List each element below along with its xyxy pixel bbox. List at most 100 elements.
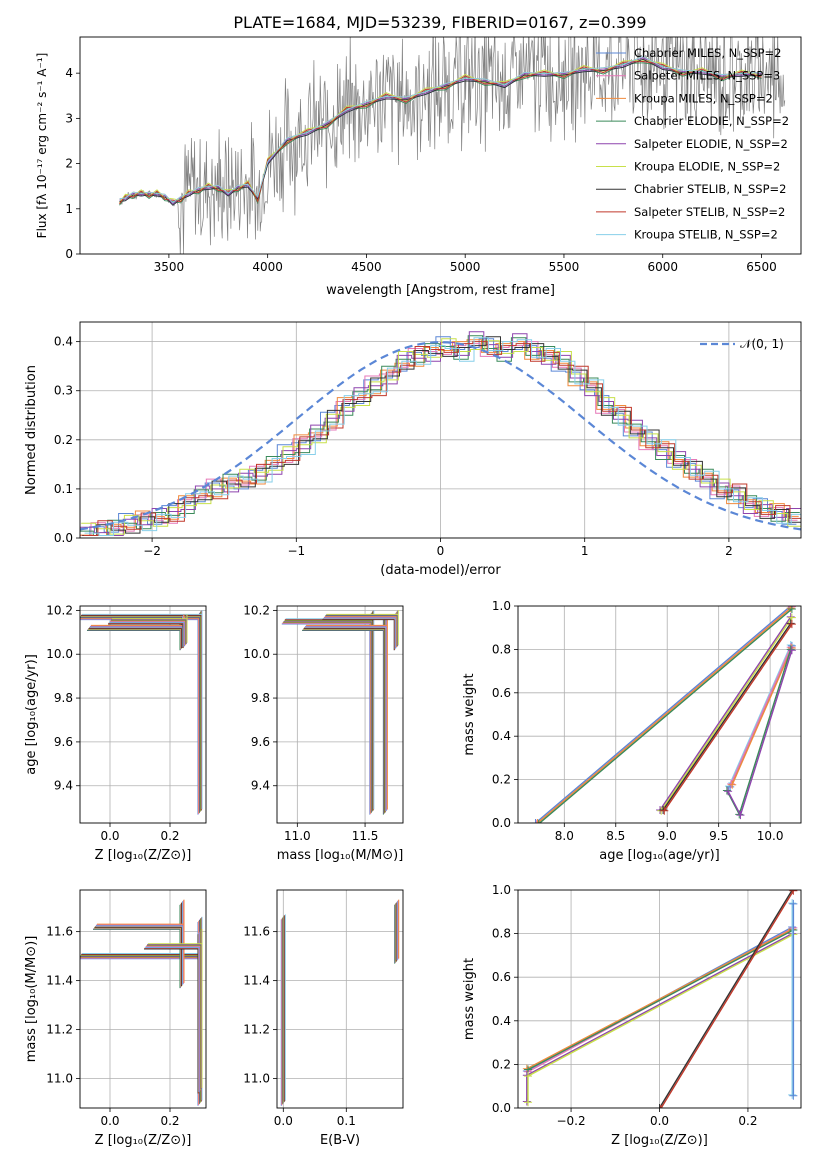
mass-weight-vs-age-y-label: mass weight [462,673,477,755]
mass-weight-line [659,616,792,811]
age-vs-Z-y-tick-label: 9.6 [54,735,73,749]
residuals-axes: −2 −1 0 1 2 0.0 0.1 0.2 0.3 0.4 (data-model)/error… [24,321,802,578]
spectrum-y-tick-label: 3 [65,111,73,125]
spectrum-x-tick-label: 5000 [450,260,481,274]
spectrum-axes: 3500 4000 4500 5000 5500 6000 6500 0 1 2 3 4 wavelen… [35,36,802,298]
age-vs-mass-x-tick-label: 11.5 [352,829,379,843]
residuals-y-tick-label: 0.0 [54,531,73,545]
mass-weight-marker [722,786,731,795]
mass-weight-vs-age-y-tick-label: 1.0 [492,599,511,613]
mass-weight-vs-Z-x-tick-label: 0.0 [650,1114,669,1128]
age-vs-Z-x-tick-label: 0.0 [100,829,119,843]
mass-vs-Z-x-label: Z [log₁₀(Z/Z⊙)] [95,1133,192,1148]
model-spectrum-line [119,55,762,204]
residuals-x-tick-label: −1 [287,544,305,558]
spectrum-plot-area [119,37,786,254]
mass-weight-vs-age-x-tick-label: 9.0 [658,829,677,843]
mass-weight-line [527,929,794,1071]
mass-weight-marker [727,779,736,788]
mass-weight-line [662,623,792,811]
residual-histogram-step [83,341,801,536]
mass-weight-vs-age-axes: 8.0 8.5 9.0 9.5 10.0 0.0 0.2 0.4 0.6 0.8 1.0 age [l… [462,599,802,863]
legend-entry-label: Kroupa ELODIE, N_SSP=2 [634,160,780,174]
age-vs-mass-y-tick-label: 9.6 [251,735,270,749]
legend-entry-label: Kroupa MILES, N_SSP=2 [634,91,773,105]
residuals-y-tick-label: 0.3 [54,384,73,398]
mass-weight-marker [787,646,796,655]
mass-weight-line [660,617,793,812]
mass-weight-marker [524,1098,533,1107]
legend-entry-label: Chabrier STELIB, N_SSP=2 [634,182,786,196]
spectrum-x-label: wavelength [Angstrom, rest frame] [326,283,555,298]
mass-weight-marker [522,1097,531,1106]
mass-vs-Z-frame [79,889,207,1109]
model-spectrum-line [119,58,762,206]
residuals-x-tick-label: 1 [581,544,589,558]
residuals-y-tick-label: 0.1 [54,482,73,496]
mass-weight-marker [728,780,737,789]
mass-vs-ebv-y-tick-label: 11.4 [243,974,270,988]
mass-vs-ebv-x-tick-label: 0.0 [274,1114,293,1128]
mass-weight-vs-age-frame [517,605,802,824]
mass-weight-vs-age-y-tick-label: 0.8 [492,642,511,656]
mass-weight-vs-Z-y-label: mass weight [462,958,477,1040]
mass-weight-vs-age-y-tick-label: 0.4 [492,729,511,743]
mass-weight-marker [531,819,540,823]
mass-weight-vs-Z-y-tick-label: 1.0 [492,883,511,897]
mass-weight-vs-age-y-tick-label: 0.2 [492,773,511,787]
spectrum-x-tick-label: 6500 [746,260,777,274]
age-vs-mass-y-tick-label: 9.4 [251,779,270,793]
residual-histogram-step [84,337,801,536]
mass-weight-vs-Z-y-tick-label: 0.8 [492,927,511,941]
mass-vs-Z-y-tick-label: 11.4 [46,974,73,988]
residuals-y-tick-label: 0.4 [54,335,73,349]
age-vs-Z-frame [79,605,207,824]
mass-weight-marker [736,811,745,820]
age-vs-mass-x-label: mass [log₁₀(M/M⊙)] [277,848,404,863]
mass-weight-marker [660,806,669,815]
age-vs-Z-y-tick-label: 10.0 [46,647,73,661]
mass-weight-line [538,608,793,823]
age-vs-mass-frame [276,605,404,824]
spectrum-x-tick-label: 5500 [549,260,580,274]
mass-weight-line [663,623,793,812]
residuals-plot-area [80,322,801,538]
spectrum-y-tick-label: 1 [65,202,73,216]
mass-weight-line [731,647,793,785]
residuals-x-tick-label: −2 [143,544,161,558]
mass-weight-vs-Z-x-tick-label: 0.2 [738,1114,757,1128]
legend-entry-label: Salpeter ELODIE, N_SSP=2 [634,137,788,151]
mass-weight-vs-age-x-tick-label: 9.5 [709,829,728,843]
age-vs-Z-axes: 0.0 0.2 9.4 9.6 9.8 10.0 10.2 Z [log₁₀(Z/Z⊙)] ag… [24,603,207,863]
mass-vs-Z-y-tick-label: 11.2 [46,1023,73,1037]
age-vs-Z-x-label: Z [log₁₀(Z/Z⊙)] [95,848,192,863]
mass-weight-line [660,890,794,1108]
mass-weight-marker [536,819,538,823]
mass-weight-marker [788,899,797,908]
age-vs-Z-x-tick-label: 0.2 [160,829,179,843]
spectrum-x-tick-label: 4500 [351,260,382,274]
residual-histogram-step [80,335,800,536]
residuals-y-label: Normed distribution [24,365,39,495]
spectrum-x-tick-label: 3500 [154,260,185,274]
mass-vs-ebv-x-tick-label: 0.1 [337,1114,356,1128]
mass-weight-marker [533,819,542,823]
mass-weight-vs-age-x-tick-label: 8.5 [606,829,625,843]
mass-weight-vs-age-plot-area [518,606,801,823]
mass-vs-ebv-x-label: E(B-V) [320,1133,360,1148]
residuals-x-tick-label: 0 [437,544,445,558]
mass-weight-line [527,933,794,1103]
age-vs-Z-plot-area [80,606,206,823]
age-vs-mass-plot-area [277,606,403,823]
residual-histogram-step [82,336,801,536]
figure-title: PLATE=1684, MJD=53239, FIBERID=0167, z=0… [233,13,646,32]
mass-weight-marker [788,1090,797,1099]
age-vs-Z-y-tick-label: 10.2 [46,603,73,617]
legend-entry-label: Salpeter STELIB, N_SSP=2 [634,205,785,219]
mass-weight-marker [659,805,668,814]
legend-entry-label: Chabrier MILES, N_SSP=2 [634,46,781,60]
mass-weight-vs-Z-y-tick-label: 0.2 [492,1057,511,1071]
observed-spectrum-line [119,37,786,254]
mass-vs-ebv-frame [276,889,404,1109]
